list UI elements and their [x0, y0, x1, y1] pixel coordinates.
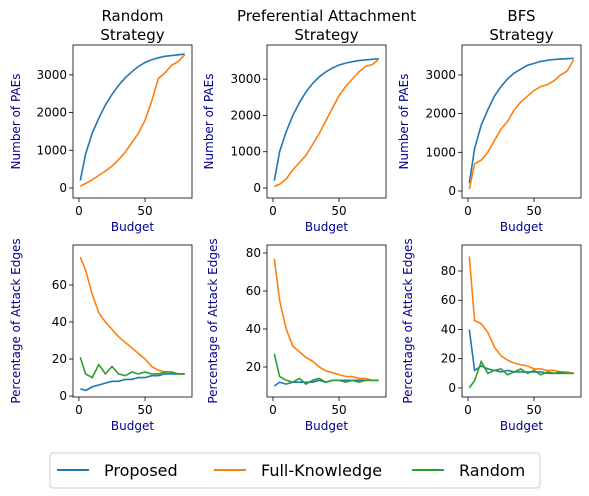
series-line [273, 58, 379, 181]
series-line [468, 59, 575, 190]
y-tick-label: 3000 [425, 68, 456, 82]
x-axis-label: Budget [111, 419, 154, 433]
axes-frame [72, 44, 193, 199]
subplot-title: Preferential Attachment Strategy [236, 7, 417, 44]
y-tick-label: 20 [52, 352, 67, 366]
x-tick-label: 0 [269, 204, 277, 218]
y-axis-label: Percentage of Attack Edges [9, 238, 23, 403]
series-line [79, 54, 186, 187]
x-axis-label: Budget [500, 220, 543, 234]
x-tick-label: 50 [137, 403, 152, 417]
x-axis-label: Budget [111, 220, 154, 234]
x-tick-label: 50 [331, 403, 346, 417]
y-tick-label: 1000 [230, 145, 261, 159]
legend-box [49, 452, 541, 489]
axes-frame [461, 44, 582, 199]
x-tick-label: 0 [269, 403, 277, 417]
x-tick-label: 0 [464, 204, 472, 218]
series-line [468, 359, 574, 389]
y-tick-label: 3000 [36, 68, 67, 82]
series-line [79, 256, 185, 375]
x-axis-label: Budget [305, 220, 348, 234]
x-tick-label: 50 [526, 204, 541, 218]
x-tick-label: 50 [137, 204, 152, 218]
legend-label: Proposed [104, 461, 178, 480]
series-line [79, 356, 185, 379]
y-tick-label: 0 [253, 181, 261, 195]
axes-frame [266, 244, 387, 398]
axes-frame [266, 44, 387, 199]
y-tick-label: 60 [52, 278, 67, 292]
series-line [274, 58, 380, 187]
y-tick-label: 2000 [425, 107, 456, 121]
axes-frame [72, 244, 193, 398]
y-tick-label: 1000 [36, 143, 67, 157]
series-line [273, 353, 379, 386]
subplot-title: Random Strategy [100, 7, 165, 44]
y-tick-label: 80 [441, 264, 456, 278]
series-line [79, 53, 185, 181]
y-tick-label: 2000 [36, 106, 67, 120]
y-axis-label: Number of PAEs [397, 74, 411, 170]
y-tick-label: 40 [52, 315, 67, 329]
series-line [468, 256, 574, 375]
y-tick-label: 1000 [425, 145, 456, 159]
y-tick-label: 60 [246, 284, 261, 298]
x-tick-label: 0 [464, 403, 472, 417]
x-tick-label: 0 [75, 403, 83, 417]
y-tick-label: 60 [441, 293, 456, 307]
y-axis-label: Percentage of Attack Edges [401, 238, 415, 403]
subplot-title: BFS Strategy [489, 7, 554, 44]
x-tick-label: 50 [331, 204, 346, 218]
y-tick-label: 0 [448, 184, 456, 198]
x-axis-label: Budget [305, 419, 348, 433]
y-tick-label: 20 [441, 352, 456, 366]
legend-label: Full-Knowledge [261, 461, 382, 480]
axes-frame [461, 244, 582, 398]
y-axis-label: Number of PAEs [9, 74, 23, 170]
y-tick-label: 2000 [230, 108, 261, 122]
y-tick-label: 40 [246, 322, 261, 336]
y-tick-label: 3000 [230, 72, 261, 86]
y-tick-label: 80 [246, 246, 261, 260]
y-axis-label: Percentage of Attack Edges [206, 238, 220, 403]
x-tick-label: 50 [526, 403, 541, 417]
y-tick-label: 20 [246, 360, 261, 374]
y-tick-label: 40 [441, 322, 456, 336]
legend-label: Random [459, 461, 525, 480]
x-axis-label: Budget [500, 419, 543, 433]
y-tick-label: 0 [59, 181, 67, 195]
series-line [273, 258, 379, 382]
series-line [80, 373, 185, 392]
series-line [468, 57, 574, 184]
x-tick-label: 0 [75, 204, 83, 218]
y-axis-label: Number of PAEs [202, 74, 216, 170]
y-tick-label: 0 [448, 381, 456, 395]
y-tick-label: 0 [59, 389, 67, 403]
